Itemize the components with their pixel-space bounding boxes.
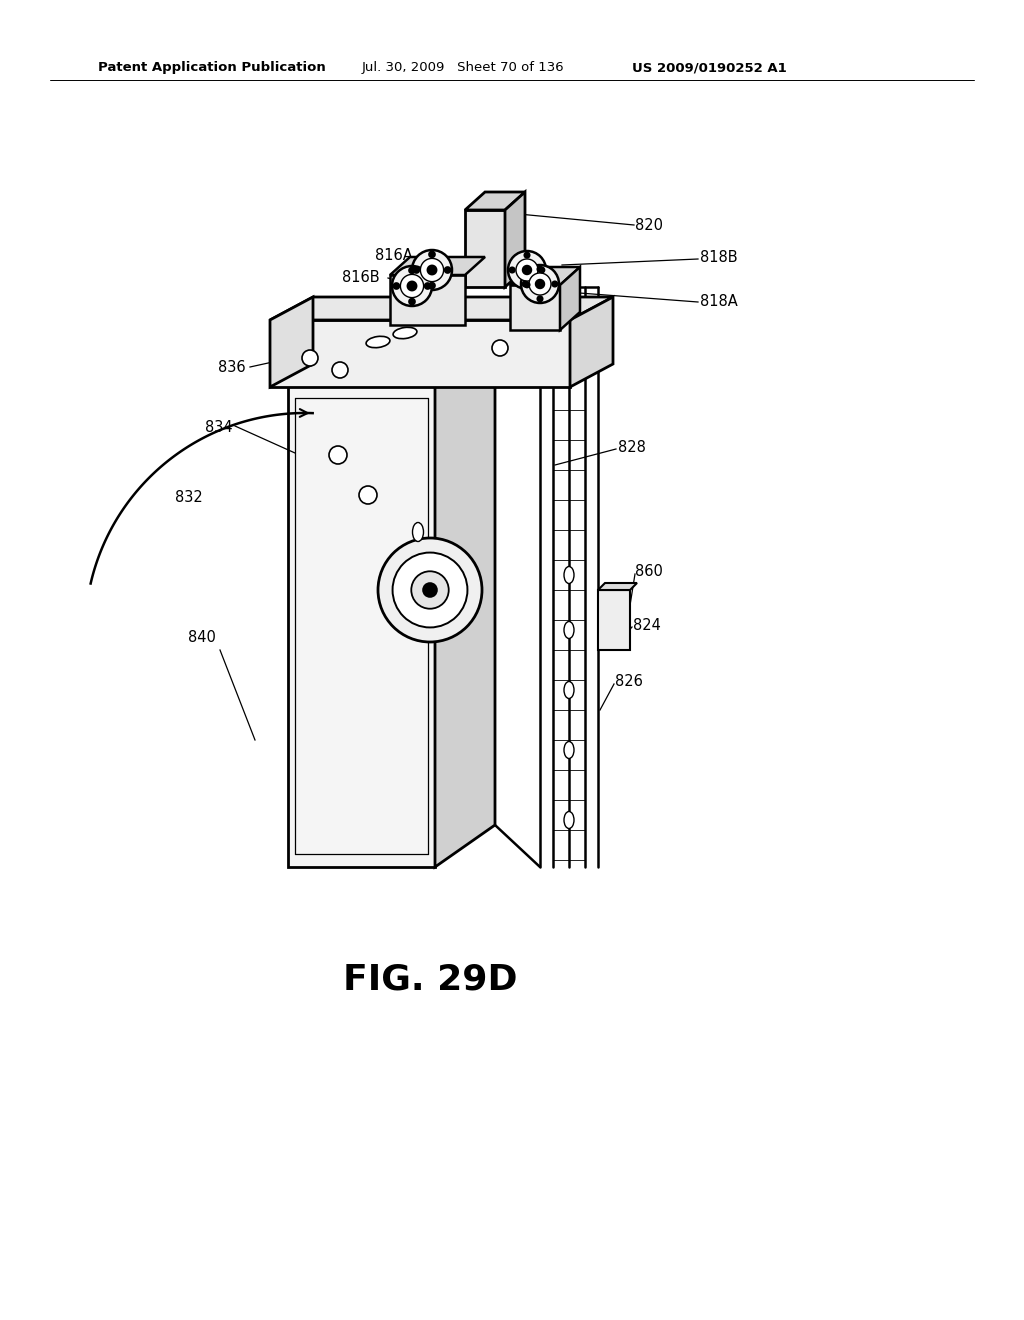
Circle shape	[429, 252, 435, 257]
Text: 816B: 816B	[342, 271, 380, 285]
Polygon shape	[465, 210, 505, 286]
Circle shape	[552, 281, 557, 286]
Circle shape	[410, 268, 415, 273]
Circle shape	[332, 362, 348, 378]
Circle shape	[492, 341, 508, 356]
Text: FIG. 29D: FIG. 29D	[343, 964, 517, 997]
Text: 834: 834	[205, 421, 232, 436]
Circle shape	[329, 446, 347, 465]
Polygon shape	[270, 297, 313, 387]
Polygon shape	[505, 191, 525, 286]
Circle shape	[508, 251, 546, 289]
Circle shape	[428, 265, 436, 275]
Circle shape	[392, 267, 432, 306]
Text: 860: 860	[635, 565, 663, 579]
Circle shape	[521, 265, 559, 304]
Circle shape	[524, 282, 529, 288]
Circle shape	[392, 553, 467, 627]
Ellipse shape	[564, 742, 574, 759]
Polygon shape	[598, 590, 630, 649]
Circle shape	[536, 280, 544, 288]
Circle shape	[540, 268, 545, 272]
Circle shape	[529, 273, 551, 296]
Circle shape	[510, 268, 515, 272]
Polygon shape	[270, 319, 570, 387]
Circle shape	[408, 281, 417, 290]
Text: 840: 840	[188, 631, 216, 645]
Text: 832: 832	[175, 491, 203, 506]
Circle shape	[524, 252, 529, 257]
Text: 820: 820	[635, 218, 663, 232]
Polygon shape	[560, 267, 580, 330]
Circle shape	[359, 486, 377, 504]
Circle shape	[444, 267, 451, 273]
Ellipse shape	[564, 566, 574, 583]
Text: US 2009/0190252 A1: US 2009/0190252 A1	[632, 62, 786, 74]
Polygon shape	[510, 285, 560, 330]
Text: 824: 824	[633, 619, 660, 634]
Text: Patent Application Publication: Patent Application Publication	[98, 62, 326, 74]
Circle shape	[522, 281, 527, 286]
Circle shape	[516, 259, 538, 281]
Text: 818B: 818B	[700, 251, 737, 265]
Circle shape	[523, 265, 531, 275]
Circle shape	[393, 284, 399, 289]
Ellipse shape	[413, 523, 424, 541]
Ellipse shape	[367, 337, 390, 347]
Circle shape	[538, 296, 543, 301]
Polygon shape	[390, 275, 465, 325]
Circle shape	[538, 267, 543, 272]
Circle shape	[421, 259, 443, 281]
Ellipse shape	[564, 622, 574, 639]
Ellipse shape	[564, 812, 574, 829]
Circle shape	[302, 350, 318, 366]
Circle shape	[378, 539, 482, 642]
Polygon shape	[570, 297, 613, 387]
Text: 816A: 816A	[375, 248, 413, 264]
Polygon shape	[435, 343, 495, 867]
Circle shape	[429, 282, 435, 288]
Circle shape	[412, 572, 449, 609]
Polygon shape	[510, 267, 580, 285]
Circle shape	[423, 583, 437, 597]
Circle shape	[425, 284, 430, 289]
Polygon shape	[288, 343, 495, 385]
Circle shape	[414, 267, 419, 273]
Ellipse shape	[393, 327, 417, 339]
Circle shape	[412, 249, 452, 290]
Text: 818A: 818A	[700, 294, 737, 309]
Polygon shape	[598, 583, 637, 590]
Ellipse shape	[564, 681, 574, 698]
Polygon shape	[288, 385, 435, 867]
Polygon shape	[270, 297, 613, 319]
Text: 826: 826	[615, 675, 643, 689]
Circle shape	[410, 298, 415, 305]
Circle shape	[400, 275, 424, 297]
Polygon shape	[390, 257, 485, 275]
Text: 828: 828	[618, 441, 646, 455]
Polygon shape	[465, 191, 525, 210]
Text: Jul. 30, 2009   Sheet 70 of 136: Jul. 30, 2009 Sheet 70 of 136	[362, 62, 564, 74]
Text: 836: 836	[218, 360, 246, 375]
